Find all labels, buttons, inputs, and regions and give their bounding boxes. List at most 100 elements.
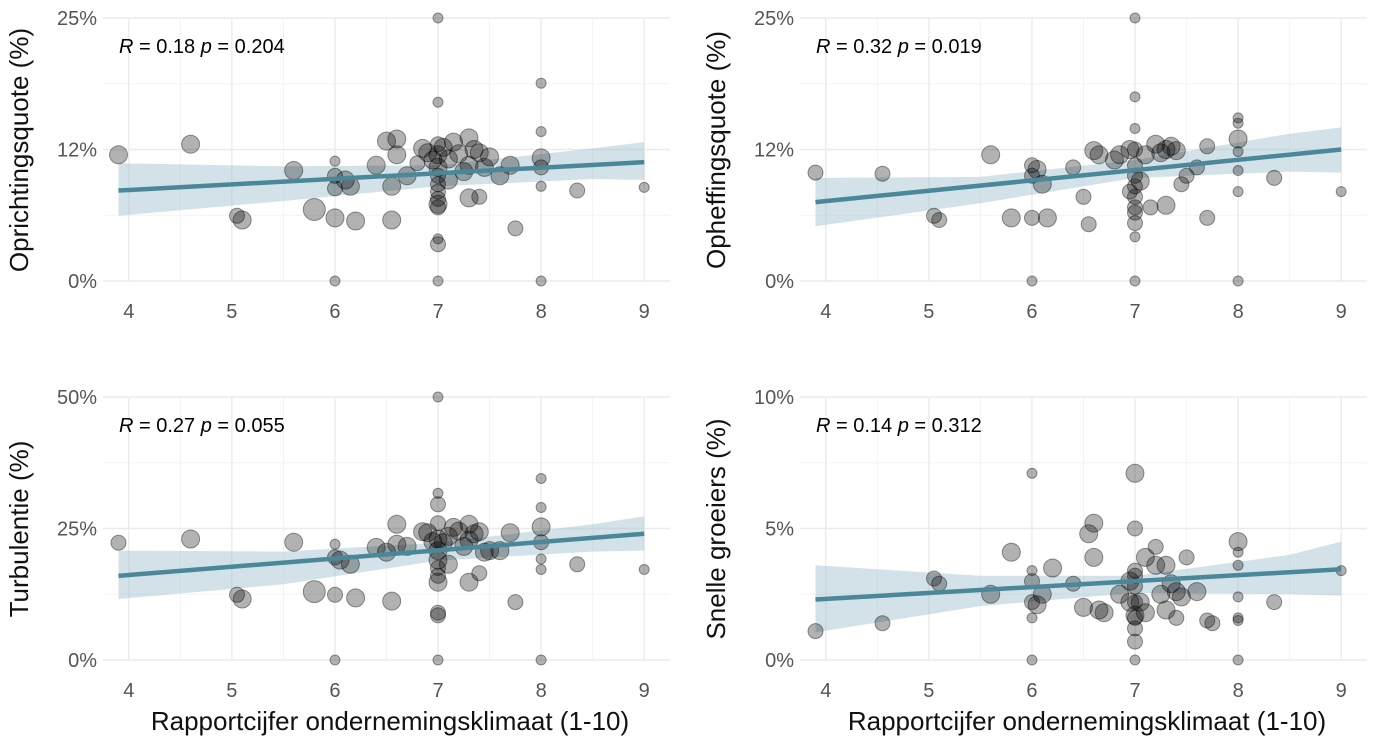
data-point	[432, 12, 444, 24]
y-axis-title: Snelle groeiers (%)	[701, 418, 731, 639]
data-point	[1001, 208, 1021, 228]
data-point	[423, 150, 443, 170]
x-tick-label: 6	[329, 680, 340, 702]
x-tick-label: 9	[639, 301, 650, 323]
data-point	[232, 210, 252, 230]
data-point	[409, 155, 426, 172]
x-tick-label: 6	[1026, 680, 1037, 702]
data-point	[1129, 654, 1141, 666]
data-point	[1026, 467, 1038, 479]
data-point	[428, 529, 448, 549]
data-point	[535, 180, 547, 192]
data-point	[382, 176, 402, 196]
x-tick-label: 9	[1336, 680, 1347, 702]
data-point	[535, 77, 547, 89]
stat-annotation: R = 0.18 p = 0.204	[119, 36, 285, 58]
y-tick-label: 0%	[68, 650, 97, 672]
data-point	[1187, 582, 1207, 602]
x-tick-label: 6	[1026, 301, 1037, 323]
data-point	[109, 145, 128, 165]
data-point	[1161, 136, 1181, 156]
data-point	[302, 198, 326, 221]
data-point	[1232, 275, 1244, 287]
data-point	[387, 514, 407, 534]
x-tick-label: 9	[1336, 301, 1347, 323]
chart-panel-3: 0% 25% 50% 4 5 6 7 8 9 R = 0.27 p = 0.055 Turbulen…	[4, 387, 670, 736]
data-point	[874, 615, 891, 632]
data-point	[1204, 615, 1221, 632]
data-point	[1156, 195, 1176, 215]
data-point	[1027, 595, 1047, 615]
data-point	[535, 553, 547, 565]
data-point	[1024, 594, 1040, 611]
data-point	[1110, 145, 1130, 165]
data-point	[1135, 547, 1155, 567]
regression-line	[118, 159, 645, 193]
data-point	[430, 604, 446, 621]
data-point	[1232, 112, 1244, 124]
data-point	[413, 138, 433, 158]
data-point	[430, 199, 446, 216]
data-point	[459, 128, 479, 148]
data-point	[638, 181, 650, 193]
data-point	[1104, 150, 1124, 170]
data-point	[807, 164, 824, 181]
data-point	[1024, 157, 1040, 174]
confidence-band	[118, 142, 645, 216]
y-axis-title: Turbulentie (%)	[4, 441, 34, 618]
data-point	[1084, 513, 1104, 533]
data-point	[430, 183, 446, 200]
data-point	[432, 487, 444, 499]
data-point	[1127, 188, 1143, 205]
data-point	[1156, 555, 1176, 575]
data-point	[1110, 584, 1130, 604]
data-point	[981, 145, 1001, 165]
data-point	[1147, 538, 1164, 555]
data-point	[432, 654, 444, 666]
data-point	[1120, 592, 1140, 612]
data-point	[418, 523, 438, 543]
x-tick-label: 8	[536, 301, 547, 323]
data-point	[1232, 559, 1244, 571]
data-point	[432, 275, 444, 287]
confidence-band	[118, 516, 645, 599]
data-point	[1232, 146, 1244, 158]
data-point	[329, 538, 341, 550]
x-tick-label: 6	[329, 301, 340, 323]
data-point	[1065, 159, 1082, 176]
data-point	[232, 589, 252, 609]
data-point	[1024, 209, 1040, 226]
data-point	[413, 522, 433, 542]
data-point	[181, 134, 201, 154]
data-point	[1084, 141, 1104, 161]
data-point	[428, 572, 448, 592]
data-point	[1156, 600, 1176, 620]
y-tick-label: 10%	[754, 387, 794, 409]
x-tick-label: 8	[1233, 301, 1244, 323]
x-tick-label: 4	[820, 301, 831, 323]
data-point	[1127, 141, 1143, 158]
data-point	[430, 567, 446, 584]
y-tick-label: 50%	[57, 387, 97, 409]
data-point	[807, 623, 824, 640]
data-point	[1232, 546, 1244, 558]
data-point	[1127, 620, 1143, 637]
y-axis-title: Oprichtingsquote (%)	[4, 28, 34, 272]
y-tick-label: 5%	[765, 519, 794, 541]
data-point	[1228, 129, 1248, 149]
stat-annotation: R = 0.32 p = 0.019	[816, 36, 982, 58]
regression-line	[118, 531, 645, 579]
data-point	[1335, 186, 1347, 198]
data-point	[535, 564, 547, 575]
data-point	[464, 524, 484, 544]
data-point	[1001, 542, 1021, 562]
stat-annotation: R = 0.14 p = 0.312	[816, 415, 982, 437]
data-point	[1089, 600, 1109, 620]
data-point	[327, 586, 343, 603]
data-point	[430, 190, 446, 207]
regression-line	[815, 147, 1342, 205]
data-point	[1199, 612, 1216, 629]
y-tick-label: 25%	[754, 8, 794, 30]
chart-panel-1: 0% 12% 25% 4 5 6 7 8 9 R = 0.18 p = 0.204 Oprichti…	[4, 8, 670, 323]
data-point	[1146, 134, 1166, 154]
